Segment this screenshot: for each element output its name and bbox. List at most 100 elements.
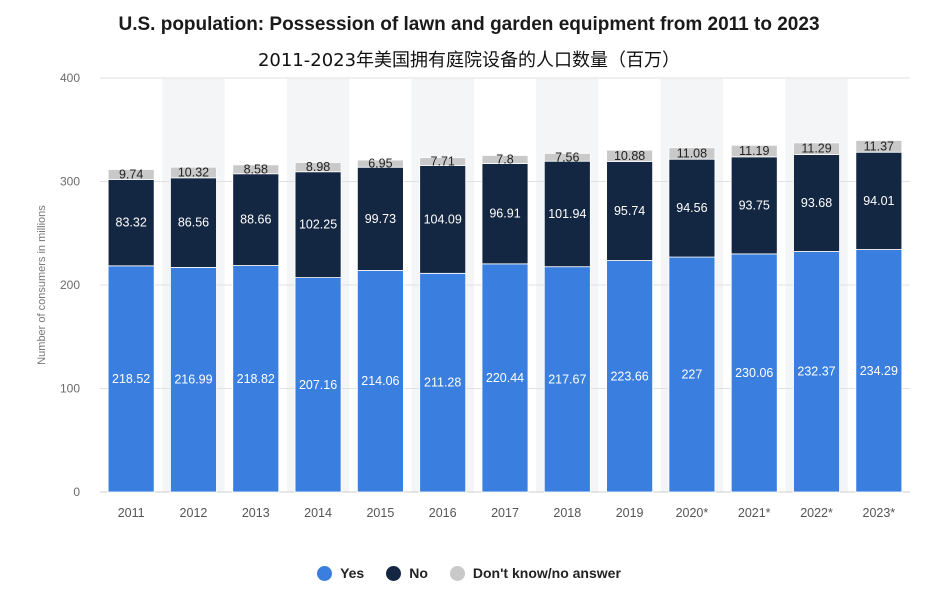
data-label: 214.06 <box>361 374 399 388</box>
x-tick-label: 2018 <box>553 506 581 520</box>
bar-segment-yes <box>232 265 280 493</box>
x-tick-label: 2021* <box>738 506 771 520</box>
stacked-bar-chart: 0 100 200 300 400 Number of consumers in mill… <box>36 71 910 520</box>
bar-segment-don-t-know-no-answer <box>294 162 342 173</box>
legend: Yes No Don't know/no answer <box>0 565 938 581</box>
data-label: 218.52 <box>112 372 150 386</box>
data-label: 101.94 <box>548 207 586 221</box>
bar-segment-don-t-know-no-answer <box>668 147 716 160</box>
data-label: 96.91 <box>489 207 520 221</box>
data-label: 227 <box>681 368 702 382</box>
bar-segment-don-t-know-no-answer <box>232 164 280 175</box>
data-label: 216.99 <box>174 373 212 387</box>
data-label: 99.73 <box>365 212 396 226</box>
legend-swatch-yes <box>317 565 333 581</box>
bar-segment-no <box>730 156 778 255</box>
data-label: 232.37 <box>797 365 835 379</box>
data-label: 220.44 <box>486 371 524 385</box>
y-tick-label: 300 <box>60 175 80 189</box>
data-label: 10.32 <box>178 165 209 179</box>
data-label: 88.66 <box>240 213 271 227</box>
bar-segment-don-t-know-no-answer <box>793 142 840 155</box>
bar-segment-yes <box>356 270 404 493</box>
bar-segment-don-t-know-no-answer <box>543 152 591 162</box>
bar-segment-don-t-know-no-answer <box>107 169 155 180</box>
bar-segment-yes <box>543 266 591 493</box>
data-label: 94.56 <box>676 201 707 215</box>
data-label: 10.88 <box>614 149 645 163</box>
bar-segment-no <box>855 151 903 250</box>
x-tick-label: 2022* <box>800 506 833 520</box>
legend-swatch-no <box>386 565 402 581</box>
legend-label-dont-know: Don't know/no answer <box>472 565 621 581</box>
x-tick-label: 2019 <box>616 506 644 520</box>
bar-segment-no <box>107 179 155 267</box>
x-tick-label: 2015 <box>366 506 394 520</box>
data-label: 95.74 <box>614 204 645 218</box>
bar-segment-don-t-know-no-answer <box>606 149 654 162</box>
bar-segment-yes <box>419 272 467 493</box>
data-label: 7.71 <box>431 155 455 169</box>
x-tick-label: 2020* <box>676 506 709 520</box>
bar-segment-yes <box>107 265 155 493</box>
y-tick-label: 0 <box>73 485 80 499</box>
chart-subtitle: 2011-2023年美国拥有庭院设备的人口数量（百万） <box>257 50 681 71</box>
bar-segment-yes <box>294 277 342 493</box>
bar-segment-no <box>606 161 654 261</box>
x-tick-label: 2013 <box>242 506 270 520</box>
bar-segment-no <box>793 154 840 252</box>
bar-segment-don-t-know-no-answer <box>419 157 467 166</box>
x-tick-label: 2014 <box>304 506 332 520</box>
bar-segment-no <box>294 171 342 278</box>
bar-segment-yes <box>730 253 778 493</box>
data-label: 7.56 <box>555 150 579 164</box>
bar-segment-no <box>668 158 716 258</box>
x-tick-label: 2016 <box>429 506 457 520</box>
data-label: 83.32 <box>116 216 147 230</box>
y-tick-label: 100 <box>60 382 80 396</box>
data-label: 86.56 <box>178 216 209 230</box>
data-label: 230.06 <box>735 366 773 380</box>
data-label: 217.67 <box>548 372 586 386</box>
bar-segment-yes <box>170 267 217 493</box>
data-label: 8.58 <box>244 162 268 176</box>
x-tick-label: 2023* <box>863 506 896 520</box>
data-label: 223.66 <box>610 369 648 383</box>
data-label: 6.95 <box>368 157 392 171</box>
data-label: 234.29 <box>860 364 898 378</box>
data-label: 211.28 <box>424 376 461 390</box>
bar-segment-don-t-know-no-answer <box>730 144 778 158</box>
bar-segment-don-t-know-no-answer <box>170 166 217 179</box>
data-label: 104.09 <box>424 212 462 226</box>
bar-segment-don-t-know-no-answer <box>481 155 529 164</box>
bar-segment-don-t-know-no-answer <box>855 140 903 153</box>
legend-item-dont-know[interactable]: Don't know/no answer <box>449 565 621 581</box>
bar-segment-yes <box>855 249 903 493</box>
x-tick-label: 2017 <box>491 506 519 520</box>
data-label: 8.98 <box>306 160 330 174</box>
data-label: 9.74 <box>119 168 143 182</box>
x-tick-label: 2011 <box>118 506 145 520</box>
x-tick-label: 2012 <box>180 506 208 520</box>
data-label: 93.75 <box>739 198 770 212</box>
chart-title: U.S. population: Possession of lawn and … <box>118 14 820 35</box>
bar-segment-yes <box>668 256 716 493</box>
data-label: 94.01 <box>863 194 894 208</box>
y-tick-label: 200 <box>60 278 80 292</box>
bar-segment-no <box>481 163 529 265</box>
data-label: 11.19 <box>739 144 769 158</box>
bar-segment-yes <box>606 260 654 493</box>
data-label: 11.37 <box>864 139 894 153</box>
data-label: 218.82 <box>237 372 275 386</box>
legend-swatch-dont-know <box>449 565 465 581</box>
bar-segment-no <box>419 165 467 274</box>
bar-segment-yes <box>481 263 529 493</box>
data-label: 102.25 <box>299 218 337 232</box>
data-label: 93.68 <box>801 196 832 210</box>
y-axis-label: Number of consumers in millions <box>36 205 48 365</box>
legend-label-no: No <box>409 565 428 581</box>
legend-item-yes[interactable]: Yes <box>317 565 364 581</box>
y-tick-label: 400 <box>60 71 80 85</box>
bar-segment-no <box>543 160 591 268</box>
legend-item-no[interactable]: No <box>386 565 428 581</box>
